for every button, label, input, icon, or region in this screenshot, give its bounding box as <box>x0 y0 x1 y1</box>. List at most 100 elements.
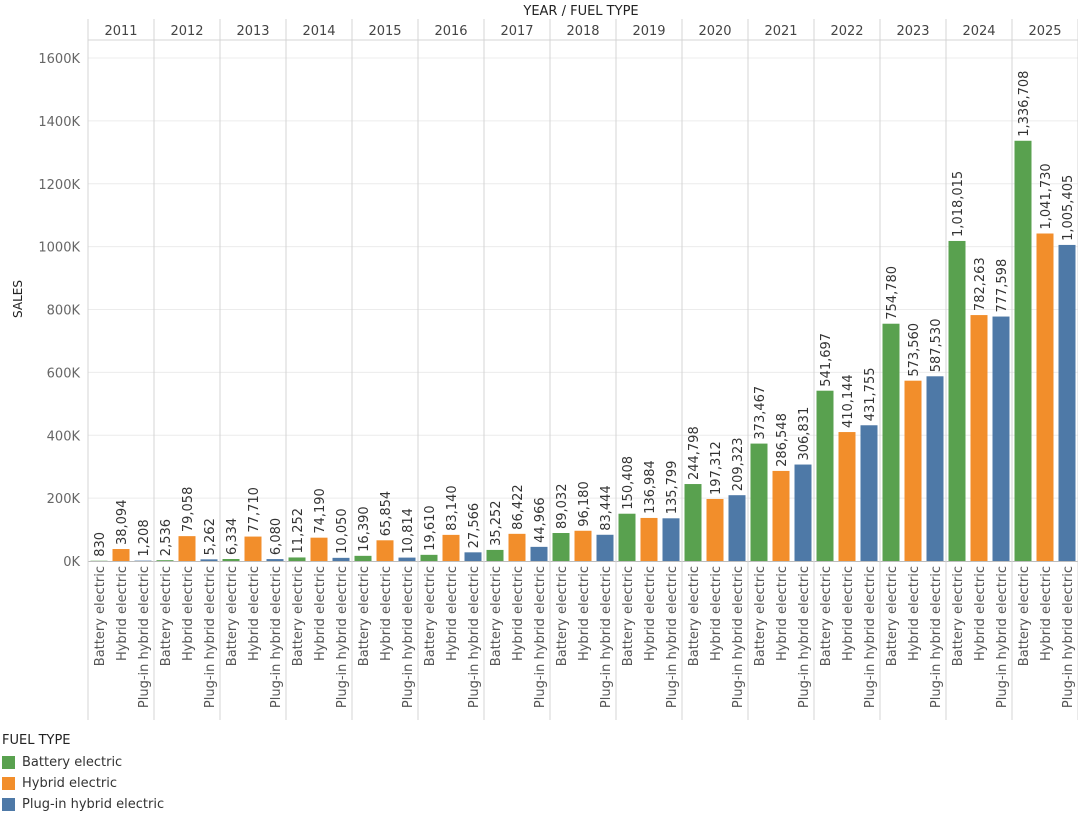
data-label: 19,610 <box>423 505 438 551</box>
data-label: 410,144 <box>841 374 856 428</box>
x-tick-label: Hybrid electric <box>775 566 790 661</box>
bar <box>266 559 284 561</box>
data-label: 38,094 <box>115 500 130 546</box>
data-label: 27,566 <box>467 503 482 549</box>
x-tick-label: Plug-in hybrid electric <box>599 566 614 708</box>
legend-label: Battery electric <box>22 755 123 770</box>
x-tick-label: Hybrid electric <box>247 566 262 661</box>
x-tick-label: Plug-in hybrid electric <box>401 566 416 708</box>
x-tick-label: Hybrid electric <box>841 566 856 661</box>
x-tick-label: Hybrid electric <box>577 566 592 661</box>
x-tick-label: Hybrid electric <box>907 566 922 661</box>
data-labels: 830 38,094 1,208 2,536 79,058 5,262 6,334 77,71… <box>93 71 1076 557</box>
data-label: 135,799 <box>665 461 680 515</box>
bar <box>1014 140 1032 562</box>
bar <box>772 470 790 561</box>
data-label: 306,831 <box>797 407 812 461</box>
x-tick-label: Plug-in hybrid electric <box>929 566 944 708</box>
legend-swatch <box>2 756 15 769</box>
x-tick-label: Battery electric <box>225 566 240 666</box>
y-tick-label: 400K <box>47 429 81 444</box>
data-label: 197,312 <box>709 441 724 495</box>
bar <box>464 552 482 561</box>
data-label: 1,018,015 <box>951 171 966 237</box>
x-tick-label: Battery electric <box>159 566 174 666</box>
y-tick-label: 0K <box>63 555 80 570</box>
data-label: 573,560 <box>907 323 922 377</box>
data-label: 754,780 <box>885 266 900 320</box>
bar <box>750 443 768 561</box>
data-label: 286,548 <box>775 413 790 467</box>
x-tick-label: Hybrid electric <box>181 566 196 661</box>
x-tick-label: Battery electric <box>291 566 306 666</box>
year-label: 2014 <box>302 24 335 39</box>
year-label: 2011 <box>104 24 137 39</box>
data-label: 44,966 <box>533 497 548 543</box>
x-tick-label: Hybrid electric <box>379 566 394 661</box>
data-label: 777,598 <box>995 259 1010 313</box>
year-label: 2020 <box>698 24 731 39</box>
bar <box>442 534 460 561</box>
bar <box>420 554 438 561</box>
data-label: 1,208 <box>137 519 152 556</box>
x-tick-label: Plug-in hybrid electric <box>269 566 284 708</box>
x-tick-label: Battery electric <box>951 566 966 666</box>
bar <box>618 513 636 561</box>
bar <box>486 549 504 561</box>
data-label: 6,334 <box>225 518 240 555</box>
bar <box>222 559 240 561</box>
x-tick-label: Battery electric <box>885 566 900 666</box>
data-label: 5,262 <box>203 518 218 555</box>
data-label: 89,032 <box>555 484 570 530</box>
year-label: 2024 <box>962 24 995 39</box>
x-tick-label: Battery electric <box>753 566 768 666</box>
x-tick-label: Battery electric <box>357 566 372 666</box>
y-axis-ticks: 0K 200K 400K 600K 800K 1000K 1200K 1400K 1600K <box>38 52 80 570</box>
data-label: 373,467 <box>753 386 768 440</box>
bar <box>596 534 614 561</box>
year-label: 2017 <box>500 24 533 39</box>
data-label: 77,710 <box>247 487 262 533</box>
bar <box>376 540 394 561</box>
year-label: 2023 <box>896 24 929 39</box>
column-header: YEAR / FUEL TYPE <box>522 4 638 19</box>
data-label: 830 <box>93 532 108 557</box>
data-label: 431,755 <box>863 368 878 422</box>
x-tick-label: Battery electric <box>819 566 834 666</box>
data-label: 65,854 <box>379 491 394 537</box>
bar <box>1036 233 1054 561</box>
bar <box>552 533 570 561</box>
x-tick-label: Hybrid electric <box>709 566 724 661</box>
data-label: 782,263 <box>973 257 988 311</box>
data-label: 2,536 <box>159 519 174 556</box>
legend-label: Hybrid electric <box>22 776 118 791</box>
y-tick-label: 800K <box>47 304 81 319</box>
bar <box>244 536 262 561</box>
bar <box>838 432 856 561</box>
x-tick-label: Plug-in hybrid electric <box>665 566 680 708</box>
data-label: 541,697 <box>819 333 834 387</box>
data-label: 11,252 <box>291 508 306 554</box>
legend-label: Plug-in hybrid electric <box>22 797 165 812</box>
data-label: 1,005,405 <box>1061 175 1076 241</box>
x-tick-label: Plug-in hybrid electric <box>863 566 878 708</box>
x-tick-label: Battery electric <box>687 566 702 666</box>
legend-item-battery: Battery electric <box>2 752 164 773</box>
year-label: 2019 <box>632 24 665 39</box>
data-label: 86,422 <box>511 484 526 530</box>
x-tick-label: Battery electric <box>621 566 636 666</box>
x-tick-label: Battery electric <box>1017 566 1032 666</box>
x-tick-label: Battery electric <box>555 566 570 666</box>
bar <box>860 425 878 561</box>
year-label: 2012 <box>170 24 203 39</box>
data-label: 150,408 <box>621 456 636 510</box>
legend-swatch <box>2 798 15 811</box>
bar <box>816 390 834 561</box>
data-label: 83,444 <box>599 485 614 531</box>
data-label: 244,798 <box>687 426 702 480</box>
bar <box>904 380 922 561</box>
y-tick-label: 1200K <box>38 178 80 193</box>
y-axis-title: SALES <box>11 280 25 318</box>
year-label: 2015 <box>368 24 401 39</box>
x-tick-label: Hybrid electric <box>511 566 526 661</box>
